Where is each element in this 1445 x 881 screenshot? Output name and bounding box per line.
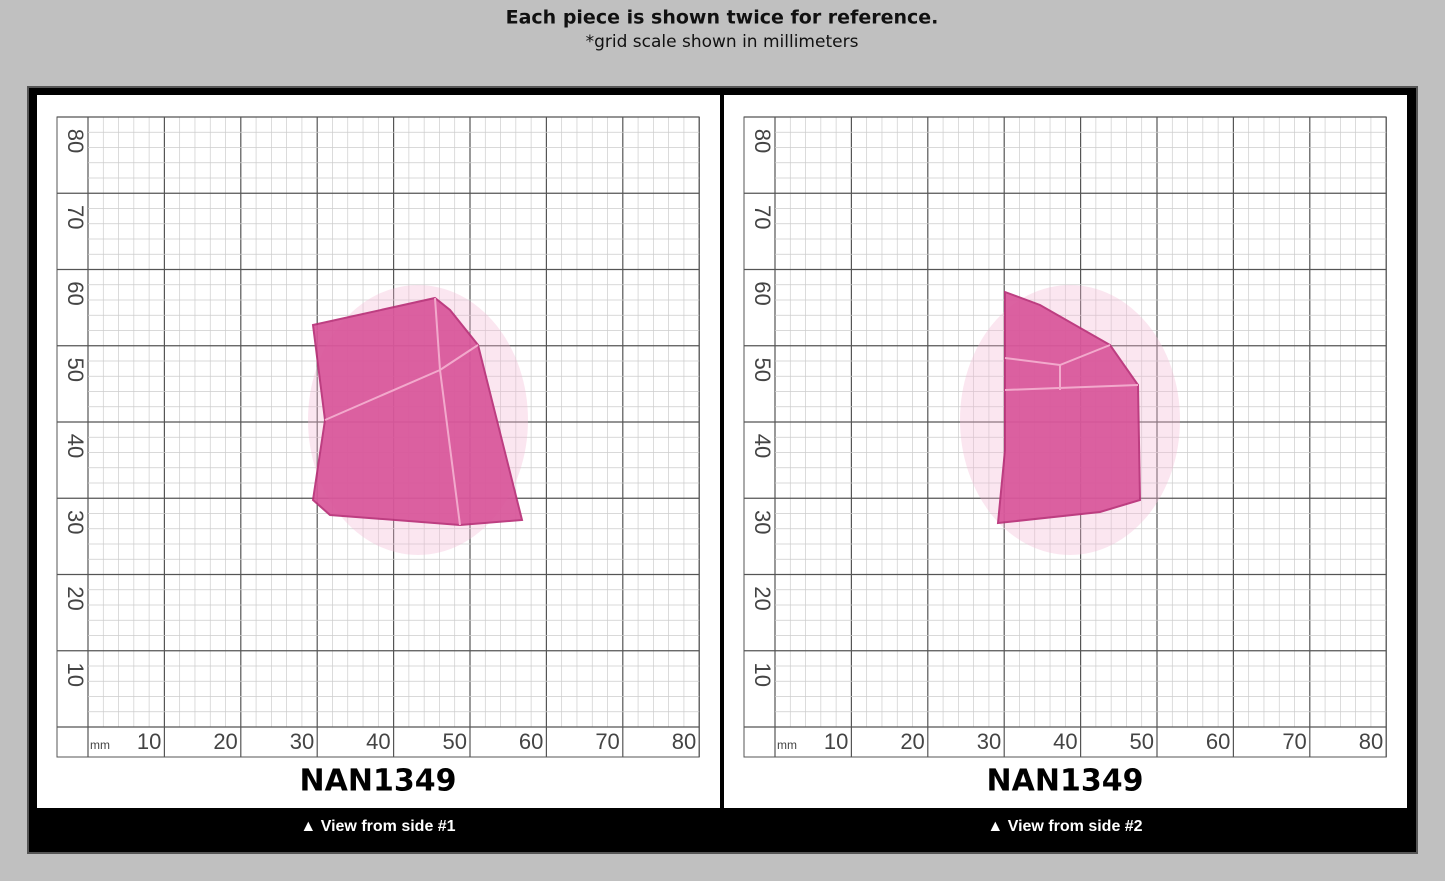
stone-facets — [1004, 344, 1139, 391]
subtitle: *grid scale shown in millimeters — [586, 32, 859, 52]
y-scale-label: 60 — [63, 281, 88, 305]
y-scale-label: 50 — [750, 358, 775, 382]
piece-code: NAN1349 — [987, 764, 1144, 799]
y-scale-label: 80 — [750, 129, 775, 153]
x-scale-label: 80 — [1359, 729, 1383, 754]
y-scale-label: 70 — [63, 205, 88, 229]
y-scale-label: 30 — [750, 510, 775, 534]
x-scale-label: 70 — [595, 729, 619, 754]
stone — [996, 290, 1142, 525]
x-scale-label: 60 — [519, 729, 543, 754]
title: Each piece is shown twice for reference. — [506, 7, 939, 29]
panel: 10 20 30 40 50 60 70 80 10 20 30 40 50 60 70 80 mm NAN134… — [724, 95, 1407, 835]
panels: 10 20 30 40 50 60 70 80 10 20 30 40 50 60 70 80 mm NAN134… — [37, 95, 1407, 835]
x-scale-label: 20 — [900, 729, 924, 754]
y-scale-label: 20 — [750, 586, 775, 610]
y-scale-label: 40 — [750, 434, 775, 458]
piece-code: NAN1349 — [300, 764, 457, 799]
x-scale-label: 50 — [443, 729, 467, 754]
x-scale-label: 10 — [824, 729, 848, 754]
y-scale-label: 10 — [750, 663, 775, 687]
y-scale-label: 70 — [750, 205, 775, 229]
x-scale-label: 50 — [1130, 729, 1154, 754]
stone-facets — [324, 297, 479, 526]
x-scale-label: 10 — [137, 729, 161, 754]
y-scale-label: 10 — [63, 663, 88, 687]
x-scale-label: 40 — [366, 729, 390, 754]
y-scale-label: 30 — [63, 510, 88, 534]
y-scale-label: 80 — [63, 129, 88, 153]
y-scale-label: 40 — [63, 434, 88, 458]
stone — [311, 296, 524, 527]
unit-label: mm — [90, 738, 110, 752]
panel: 10 20 30 40 50 60 70 80 10 20 30 40 50 60 70 80 mm NAN134… — [37, 95, 720, 835]
x-scale-label: 60 — [1206, 729, 1230, 754]
x-scale-label: 30 — [290, 729, 314, 754]
x-scale-label: 80 — [672, 729, 696, 754]
y-scale-label: 50 — [63, 358, 88, 382]
x-scale-label: 40 — [1053, 729, 1077, 754]
x-scale-label: 30 — [977, 729, 1001, 754]
y-scale-label: 20 — [63, 586, 88, 610]
view-caption: ▲ View from side #2 — [987, 818, 1142, 835]
view-caption: ▲ View from side #1 — [300, 818, 455, 835]
unit-label: mm — [777, 738, 797, 752]
x-scale-label: 20 — [213, 729, 237, 754]
x-scale-label: 70 — [1282, 729, 1306, 754]
y-scale-label: 60 — [750, 281, 775, 305]
